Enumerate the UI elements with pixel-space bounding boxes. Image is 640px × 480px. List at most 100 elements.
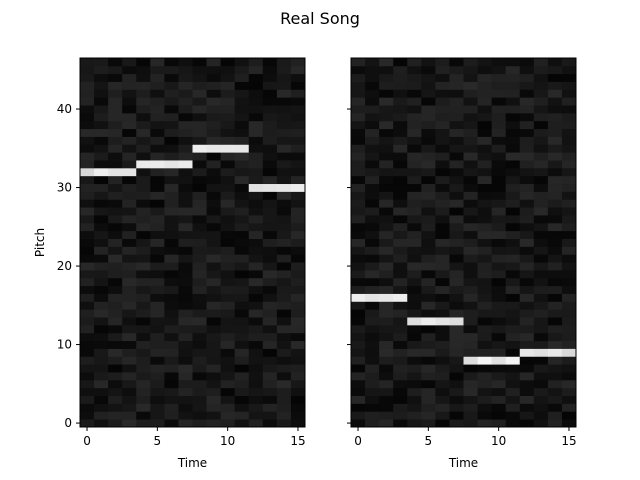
heatmap-cell [561, 372, 577, 381]
heatmap-cell [220, 207, 236, 216]
heatmap-cell [533, 120, 549, 130]
heatmap-cell [547, 277, 563, 287]
heatmap-cell [435, 128, 450, 137]
heatmap-cell [491, 175, 507, 185]
heatmap-cell [206, 309, 222, 318]
heatmap-cell [505, 167, 521, 177]
heatmap-cell [276, 120, 292, 130]
plot-frame-left [79, 57, 306, 428]
heatmap-cell [491, 81, 507, 90]
heatmap-cell [248, 348, 264, 357]
heatmap-cell [379, 309, 394, 318]
heatmap-cell [519, 277, 535, 287]
heatmap-cell [248, 222, 264, 232]
heatmap-cell [206, 269, 222, 279]
heatmap-cell [150, 309, 165, 318]
heatmap-cell [80, 160, 95, 169]
heatmap-cell [136, 191, 151, 200]
heatmap-cell [80, 144, 95, 153]
heatmap-cell [407, 120, 422, 130]
heatmap-cell [561, 215, 577, 224]
heatmap-cell [477, 120, 493, 130]
heatmap-cell [351, 348, 366, 357]
heatmap-cell [379, 160, 394, 169]
heatmap-cell [393, 395, 408, 404]
heatmap-cell [519, 167, 535, 177]
heatmap-cell [477, 285, 493, 294]
heatmap-cell [561, 285, 577, 294]
heatmap-cell [80, 120, 95, 130]
heatmap-cell [561, 348, 577, 357]
heatmap-cell [365, 419, 380, 428]
heatmap-cell [150, 293, 165, 302]
heatmap-cell [248, 340, 264, 349]
heatmap-cell [505, 152, 521, 161]
heatmap-cell [365, 112, 380, 122]
heatmap-cell [122, 348, 137, 357]
heatmap-cell [463, 160, 478, 169]
heatmap-cell [178, 262, 193, 271]
heatmap-cell [290, 309, 306, 318]
heatmap-cell [262, 269, 278, 279]
heatmap-cell [108, 387, 123, 396]
heatmap-cell [248, 73, 264, 82]
heatmap-cell [262, 97, 278, 106]
heatmap-cell [234, 167, 250, 177]
heatmap-cell [421, 89, 436, 98]
heatmap-cell [449, 403, 464, 412]
heatmap-cell [519, 387, 535, 396]
heatmap-cell [365, 136, 380, 145]
heatmap-cell [449, 120, 464, 130]
heatmap-cell [533, 395, 549, 404]
heatmap-cell [164, 262, 179, 271]
heatmap-cell [365, 340, 380, 349]
heatmap-cell [435, 403, 450, 412]
heatmap-cell [463, 215, 478, 224]
heatmap-cell [192, 246, 207, 255]
heatmap-cell [108, 97, 123, 106]
heatmap-cell [262, 215, 278, 224]
heatmap-cell [407, 262, 422, 271]
heatmap-cell [164, 144, 179, 153]
heatmap-cell [421, 58, 436, 67]
heatmap-cell [136, 207, 151, 216]
heatmap-cell [94, 254, 109, 263]
heatmap-cell [150, 348, 165, 357]
heatmap-cell [80, 65, 95, 75]
heatmap-cell [505, 222, 521, 232]
heatmap-cell [449, 199, 464, 208]
heatmap-cell [449, 293, 464, 302]
heatmap-cell [449, 207, 464, 216]
heatmap-cell [206, 120, 222, 130]
heatmap-cell [290, 65, 306, 75]
heatmap-cell [561, 160, 577, 169]
heatmap-cell [449, 324, 464, 334]
heatmap-cell [491, 183, 507, 192]
heatmap-cell [463, 136, 478, 145]
heatmap-cell [290, 387, 306, 396]
heatmap-cell [463, 144, 478, 153]
heatmap-cell [220, 324, 236, 334]
heatmap-cell [136, 395, 151, 404]
heatmap-cell [262, 372, 278, 381]
heatmap-cell [290, 175, 306, 185]
heatmap-cell [407, 309, 422, 318]
heatmap-cell [94, 144, 109, 153]
heatmap-cell [407, 58, 422, 67]
heatmap-cell [365, 105, 380, 114]
heatmap-cell [122, 372, 137, 381]
heatmap-cell [407, 277, 422, 287]
heatmap-cell [379, 332, 394, 342]
heatmap-cell [276, 97, 292, 106]
heatmap-cell [407, 301, 422, 310]
heatmap-cell [80, 309, 95, 318]
heatmap-cell [393, 105, 408, 114]
heatmap-cell [262, 285, 278, 294]
heatmap-cell [220, 419, 236, 428]
heatmap-cell [393, 419, 408, 428]
heatmap-cell [248, 175, 264, 185]
heatmap-cell [407, 112, 422, 122]
heatmap-cell [150, 81, 165, 90]
heatmap-cell [561, 73, 577, 82]
heatmap-cell [435, 89, 450, 98]
